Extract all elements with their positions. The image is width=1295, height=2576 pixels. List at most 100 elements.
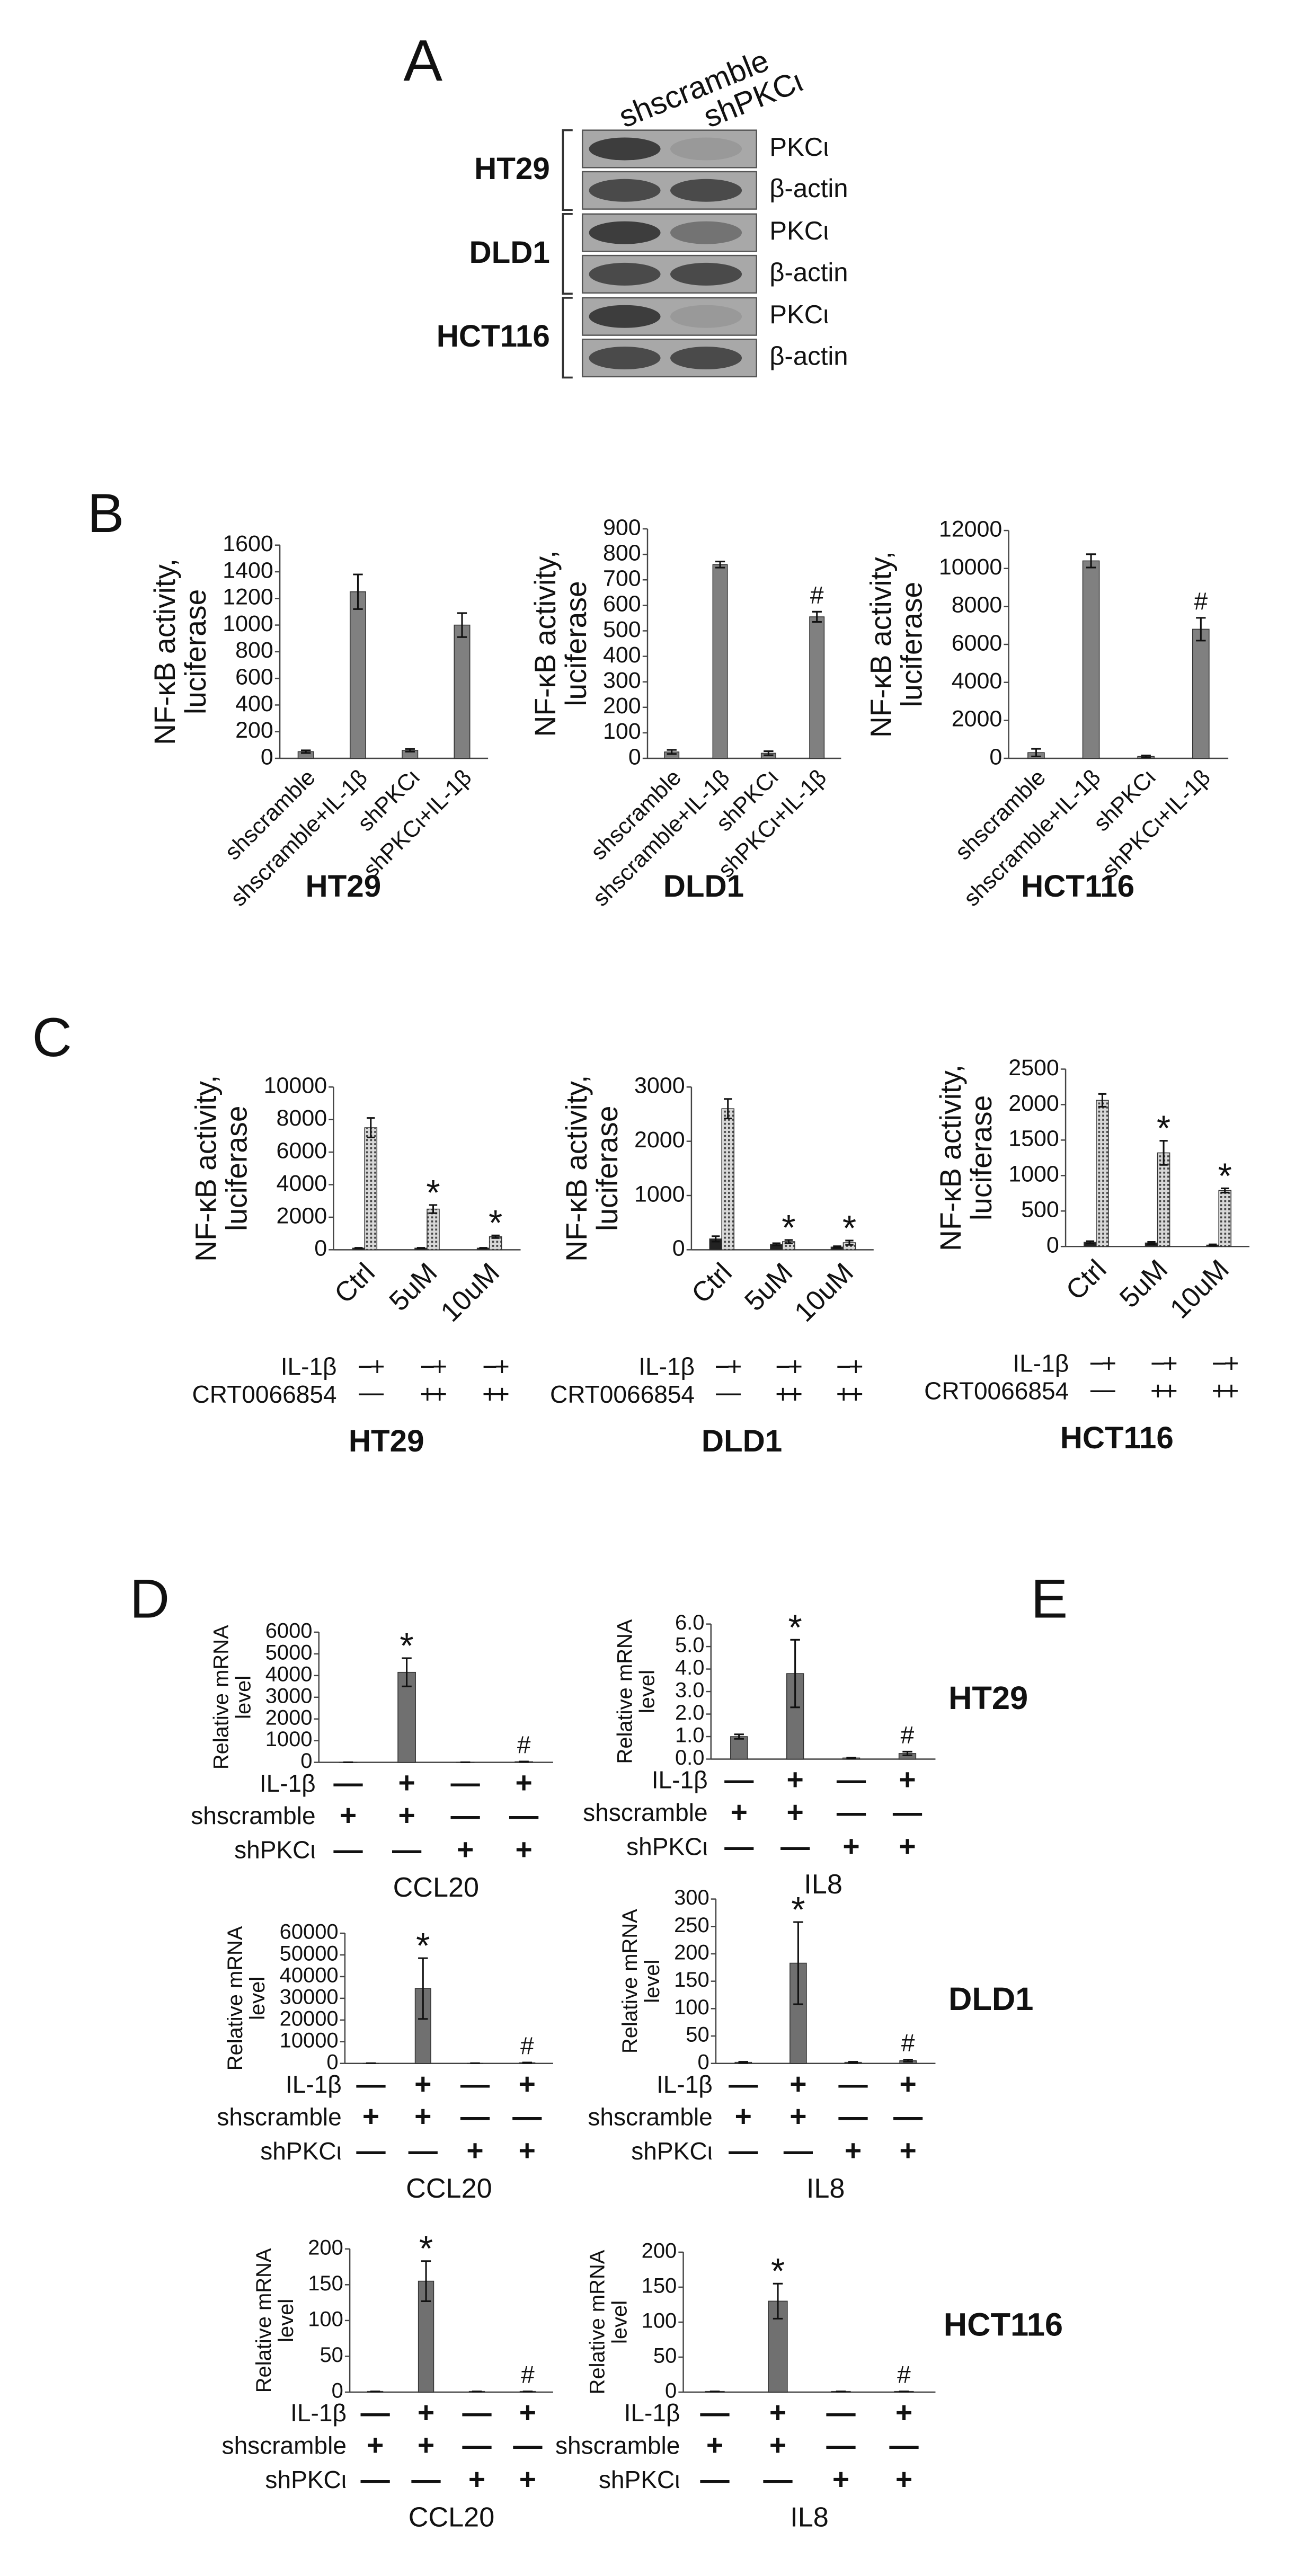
condition-label: shscramble (222, 2432, 347, 2459)
y-tick-label: 600 (603, 591, 641, 617)
bracket (562, 129, 573, 211)
condition-sign: + (340, 1799, 357, 1832)
y-axis-label: level (246, 1977, 269, 2020)
condition-sign: — (360, 2463, 390, 2495)
panel-label: E (1031, 1568, 1068, 1630)
condition-sign: + (1150, 1377, 1166, 1406)
y-tick-label: 200 (642, 2239, 677, 2262)
blot-band (589, 347, 661, 370)
y-tick-label: 100 (308, 2307, 343, 2331)
condition-sign: + (519, 2463, 536, 2495)
error-bar (812, 610, 822, 623)
condition-sign: − (358, 1380, 373, 1409)
bar (1096, 1100, 1109, 1247)
condition-sign: + (899, 1763, 916, 1796)
condition-sign: — (392, 1833, 422, 1866)
condition-sign: − (727, 1380, 742, 1409)
y-axis-label: level (274, 2299, 298, 2342)
condition-sign: + (466, 2134, 483, 2167)
blot-band (670, 179, 742, 202)
error-bar (1141, 755, 1151, 758)
blot-band (589, 221, 661, 244)
condition-sign: — (333, 1766, 363, 1799)
protein-label: PKCι (769, 300, 829, 329)
significance-mark: # (901, 1721, 915, 1749)
condition-sign: + (414, 2100, 431, 2133)
condition-sign: — (462, 2429, 492, 2462)
significance-mark: * (842, 1208, 856, 1248)
y-tick-label: 5000 (265, 1641, 313, 1664)
blot-band (589, 137, 661, 161)
condition-sign: — (509, 1799, 539, 1832)
condition-sign: − (358, 1352, 373, 1381)
error-bar (1031, 748, 1041, 757)
bar (349, 591, 366, 759)
condition-sign: + (1101, 1349, 1116, 1378)
y-tick-label: 150 (674, 1968, 709, 1991)
y-tick-label: 1500 (1008, 1126, 1059, 1152)
y-axis-label: level (636, 1670, 659, 1713)
y-tick-label: 6000 (277, 1138, 327, 1163)
condition-label: IL-1β (260, 1769, 316, 1797)
condition-sign: — (333, 1833, 363, 1866)
condition-sign: — (893, 1795, 923, 1828)
y-axis-label: luciferase (560, 581, 592, 706)
condition-label: shscramble (217, 2103, 341, 2130)
y-axis-label: NF-κB activity, (189, 1075, 222, 1262)
condition-sign: + (787, 1763, 804, 1796)
condition-sign: — (826, 2396, 856, 2429)
bar (364, 1127, 378, 1251)
y-tick-label: 2000 (634, 1127, 685, 1153)
condition-label: shPKCι (626, 1833, 708, 1861)
chart-title: DLD1 (663, 869, 744, 904)
condition-sign: — (462, 2396, 492, 2429)
significance-mark: * (782, 1208, 795, 1247)
condition-sign: — (450, 1766, 480, 1799)
condition-label: shPKCι (631, 2137, 713, 2165)
y-tick-label: 0 (697, 2050, 709, 2074)
error-bar (773, 2282, 783, 2320)
y-axis-label: level (608, 2300, 631, 2344)
significance-mark: * (426, 1173, 440, 1212)
y-tick-label: 4000 (952, 668, 1003, 694)
condition-sign: + (362, 2100, 379, 2133)
chart-title: HCT116 (1060, 1421, 1174, 1455)
condition-sign: + (787, 1380, 803, 1409)
bar (809, 616, 825, 759)
error-bar (845, 1240, 854, 1246)
error-bar (764, 750, 774, 756)
error-bar (833, 1245, 841, 1249)
condition-sign: + (900, 2134, 917, 2167)
condition-sign: + (398, 1766, 415, 1799)
chart-title: HT29 (306, 869, 382, 904)
error-bar (367, 1117, 375, 1138)
y-tick-label: 0 (1046, 1233, 1059, 1258)
error-bar (429, 1204, 438, 1214)
condition-sign: + (516, 1766, 533, 1799)
significance-mark: # (520, 2032, 534, 2060)
condition-sign: — (838, 2067, 868, 2100)
condition-sign: + (836, 1380, 851, 1409)
error-bar (784, 1239, 793, 1244)
condition-sign: − (715, 1352, 730, 1381)
y-tick-label: 100 (642, 2309, 677, 2333)
y-tick-label: 0 (332, 2379, 343, 2403)
condition-label: shPKCι (260, 2137, 342, 2165)
error-bar (724, 1098, 732, 1120)
y-tick-label: 1000 (265, 1728, 313, 1751)
significance-mark: * (1157, 1109, 1170, 1148)
condition-label: shPKCι (234, 1836, 316, 1864)
cell-line-label: HT29 (948, 1680, 1028, 1716)
y-axis-label: Relative mRNA (252, 2248, 276, 2393)
condition-sign: + (414, 2067, 431, 2100)
cell-line-label: HCT116 (944, 2306, 1063, 2343)
x-axis-label: IL8 (806, 2173, 845, 2204)
bracket (562, 213, 573, 295)
y-axis-label: Relative mRNA (224, 1926, 247, 2070)
chart-title: HT29 (349, 1424, 424, 1458)
y-tick-label: 3.0 (675, 1679, 704, 1702)
bar (730, 1736, 748, 1760)
condition-sign: − (775, 1352, 791, 1381)
y-tick-label: 50 (320, 2343, 343, 2367)
